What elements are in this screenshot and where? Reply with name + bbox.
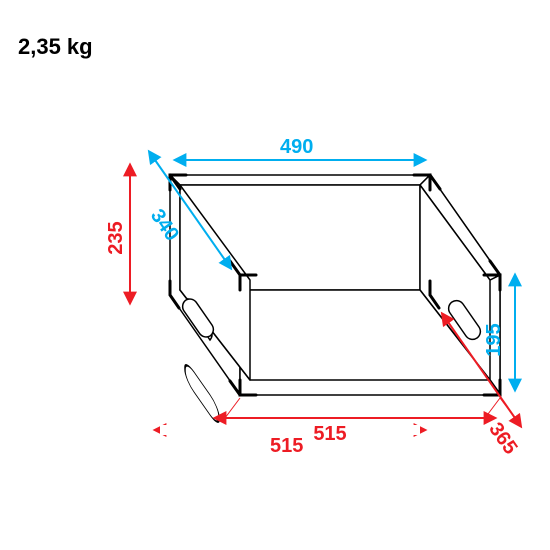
dim-outer-depth-label: 365 — [484, 419, 521, 459]
dim-outer-width-label: 515 — [270, 435, 303, 457]
crate-diagram: 340 490 195 235 515 515 365 — [0, 0, 550, 550]
dim-outer-height-label: 235 — [105, 221, 127, 254]
dim-outer-width-label-2: 515 — [313, 423, 346, 445]
dim-inner-height-label: 195 — [483, 323, 505, 356]
dim-inner-width-label: 490 — [280, 136, 313, 158]
